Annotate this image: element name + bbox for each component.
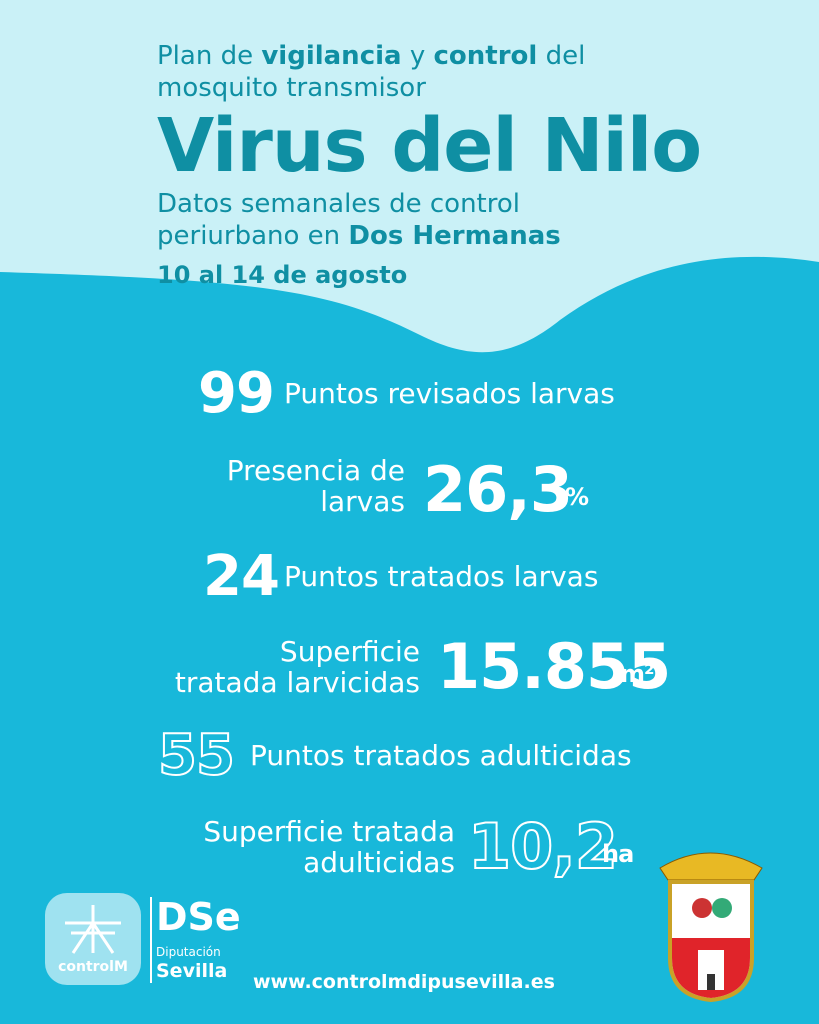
stat-label: Puntos tratados adulticidas <box>250 739 632 772</box>
wave-background <box>0 0 819 353</box>
stat-label: larvas <box>320 485 405 518</box>
text: control <box>433 41 538 71</box>
header-line: mosquito transmisor <box>157 73 426 103</box>
text: del <box>537 41 586 71</box>
divider <box>150 897 152 983</box>
stat-label: Puntos tratados larvas <box>284 560 599 593</box>
title: Virus del Nilo <box>157 103 702 189</box>
stat-label: Superficie <box>279 635 420 668</box>
text: periurbano en <box>157 221 349 251</box>
stat-number: 10,2 <box>467 810 619 883</box>
subtitle: Datos semanales de control <box>157 189 520 219</box>
logo-text: Diputación <box>156 945 221 959</box>
stat-unit: ha <box>602 840 634 868</box>
date: 10 al 14 de agosto <box>157 261 408 289</box>
stat-label: Superficie tratada <box>203 815 455 848</box>
coat-of-arms <box>659 852 763 1003</box>
text: Plan de <box>157 41 262 71</box>
logo-text: Sevilla <box>156 960 228 982</box>
header-line: Plan de vigilancia y control del <box>157 40 585 72</box>
text: Dos Hermanas <box>348 221 561 251</box>
text: y <box>401 41 434 71</box>
stat-number: 15.855 <box>437 630 671 703</box>
stat-number: 55 <box>157 723 236 789</box>
stat-number: 99 <box>198 361 275 426</box>
stat-label: tratada larvicidas <box>174 666 420 699</box>
stat-label: adulticidas <box>303 846 455 879</box>
text: vigilancia <box>261 41 402 71</box>
logo-controlm: controlM <box>45 893 141 985</box>
mosquito-icon <box>65 905 121 954</box>
stat-unit: m² <box>620 660 655 688</box>
logo-dse: DSe <box>156 895 241 939</box>
url: www.controlmdipusevilla.es <box>253 971 555 993</box>
stat-label: Presencia de <box>226 454 405 487</box>
stat-number: 24 <box>203 544 280 609</box>
stat-unit: % <box>565 483 589 511</box>
stat-number: 26,3 <box>423 453 573 526</box>
logo-text: controlM <box>58 959 128 975</box>
stat-label: Puntos revisados larvas <box>284 377 615 410</box>
